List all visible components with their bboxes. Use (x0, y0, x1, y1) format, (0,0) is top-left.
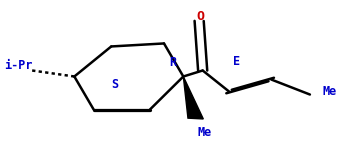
Text: O: O (196, 10, 204, 23)
Text: Me: Me (322, 85, 336, 98)
Text: i-Pr: i-Pr (5, 60, 33, 73)
Text: R: R (169, 56, 176, 69)
Polygon shape (183, 76, 203, 119)
Text: E: E (232, 55, 240, 68)
Text: S: S (111, 78, 118, 91)
Text: Me: Me (197, 126, 212, 139)
